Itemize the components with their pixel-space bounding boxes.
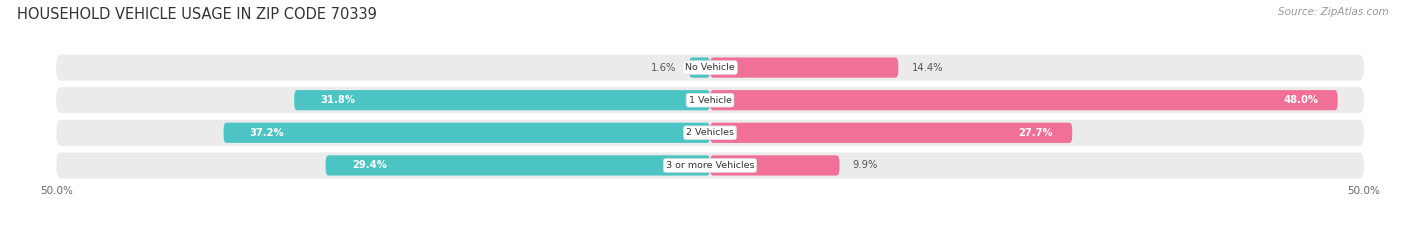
Text: 14.4%: 14.4% [911,63,943,72]
FancyBboxPatch shape [224,123,710,143]
FancyBboxPatch shape [56,87,1364,113]
Text: 48.0%: 48.0% [1284,95,1317,105]
FancyBboxPatch shape [710,58,898,78]
FancyBboxPatch shape [710,90,1337,110]
FancyBboxPatch shape [56,120,1364,146]
Text: 27.7%: 27.7% [1018,128,1053,138]
FancyBboxPatch shape [710,155,839,175]
Text: 31.8%: 31.8% [321,95,356,105]
Text: No Vehicle: No Vehicle [685,63,735,72]
Text: 2 Vehicles: 2 Vehicles [686,128,734,137]
FancyBboxPatch shape [56,55,1364,81]
FancyBboxPatch shape [56,152,1364,178]
Text: 1 Vehicle: 1 Vehicle [689,96,731,105]
FancyBboxPatch shape [326,155,710,175]
Text: 29.4%: 29.4% [352,161,387,170]
Text: HOUSEHOLD VEHICLE USAGE IN ZIP CODE 70339: HOUSEHOLD VEHICLE USAGE IN ZIP CODE 7033… [17,7,377,22]
Text: 3 or more Vehicles: 3 or more Vehicles [666,161,754,170]
FancyBboxPatch shape [710,123,1073,143]
Text: 1.6%: 1.6% [651,63,676,72]
Text: Source: ZipAtlas.com: Source: ZipAtlas.com [1278,7,1389,17]
Text: 37.2%: 37.2% [250,128,284,138]
Text: 9.9%: 9.9% [852,161,877,170]
FancyBboxPatch shape [294,90,710,110]
FancyBboxPatch shape [689,58,710,78]
